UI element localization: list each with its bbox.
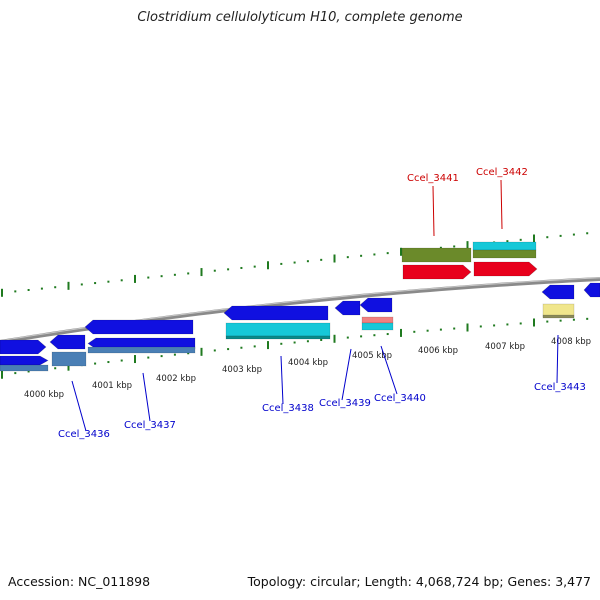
gene-shade-3438[interactable] — [225, 335, 331, 340]
gene-label[interactable]: Ccel_3441 — [407, 173, 459, 184]
gene-label[interactable]: Ccel_3438 — [262, 403, 314, 414]
gene-leader-line — [556, 334, 559, 384]
gene-block-3438[interactable] — [225, 322, 331, 337]
gene-block-3436[interactable] — [51, 351, 87, 367]
genome-stats-text: Topology: circular; Length: 4,068,724 bp… — [247, 574, 591, 589]
gene-block-3442a[interactable] — [472, 241, 537, 251]
gene-leader-line — [142, 372, 151, 422]
scale-label: 4005 kbp — [352, 351, 392, 361]
gene-label[interactable]: Ccel_3437 — [124, 420, 176, 431]
scale-label: 4001 kbp — [92, 381, 132, 391]
gene-block-3441[interactable] — [401, 247, 472, 263]
gene-arrow-3437[interactable] — [84, 319, 194, 335]
accession-text: Accession: NC_011898 — [8, 574, 151, 589]
scale-label: 4000 kbp — [24, 390, 64, 400]
gene-label[interactable]: Ccel_3443 — [534, 382, 586, 393]
gene-leader-line — [432, 185, 435, 237]
scale-label: 4004 kbp — [288, 358, 328, 368]
gene-arrow-3438[interactable] — [223, 305, 329, 321]
gene-label[interactable]: Ccel_3440 — [374, 393, 426, 404]
gene-label[interactable]: Ccel_3436 — [58, 429, 110, 440]
gene-arrow-3436[interactable] — [49, 334, 86, 350]
gene-arrow-3436b[interactable] — [0, 355, 49, 366]
gene-block-3436c[interactable] — [0, 364, 49, 372]
gene-label[interactable]: Ccel_3439 — [319, 398, 371, 409]
gene-shade-3443[interactable] — [542, 314, 575, 319]
gene-leader-line — [380, 345, 398, 395]
gene-block-3442b[interactable] — [472, 249, 537, 259]
gene-arrow-3440[interactable] — [359, 297, 393, 313]
scale-label: 4008 kbp — [551, 337, 591, 347]
scale-label: 4003 kbp — [222, 365, 262, 375]
gene-leader-line — [280, 355, 284, 405]
gene-leader-line — [500, 179, 503, 230]
gene-leader-line — [341, 348, 352, 401]
gene-arrow-3442[interactable] — [473, 261, 538, 277]
gene-arrow-3439[interactable] — [334, 300, 361, 316]
gene-arrow-3443[interactable] — [541, 284, 575, 300]
gene-arrow-3436a[interactable] — [0, 339, 47, 355]
gene-arrow-next[interactable] — [583, 282, 600, 298]
scale-label: 4006 kbp — [418, 346, 458, 356]
map-title: Clostridium cellulolyticum H10, complete… — [137, 10, 463, 25]
gene-block-3440b[interactable] — [361, 322, 394, 331]
gene-block-3437[interactable] — [87, 346, 196, 354]
gene-arrow-3441[interactable] — [402, 264, 472, 280]
gene-label[interactable]: Ccel_3442 — [476, 167, 528, 178]
gene-leader-line — [71, 380, 87, 432]
gene-block-3440a[interactable] — [361, 316, 394, 324]
scale-label: 4007 kbp — [485, 342, 525, 352]
scale-label: 4002 kbp — [156, 374, 196, 384]
